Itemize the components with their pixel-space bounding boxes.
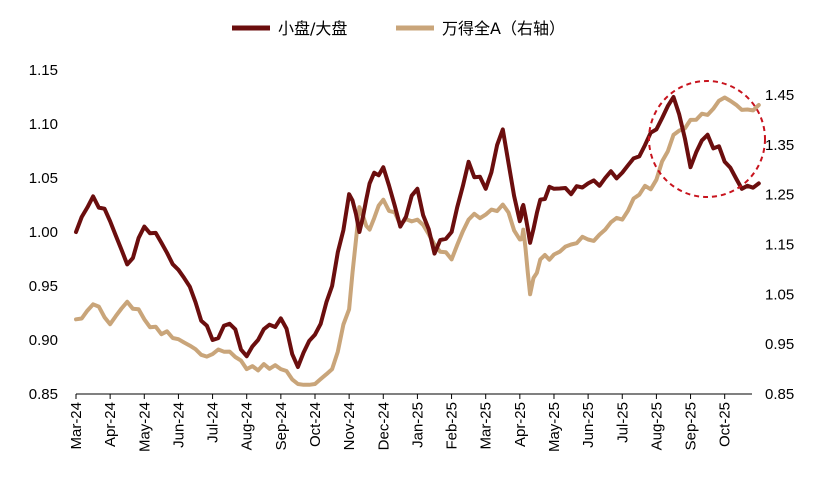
x-tick-label: May-25 [546, 402, 563, 452]
x-tick-label: Apr-25 [512, 402, 529, 447]
x-tick-label: Jul-25 [614, 402, 631, 443]
y-right-tick-label: 1.45 [765, 87, 794, 104]
y-axis-right-ticks: 1.45 1.35 1.25 1.15 1.05 0.95 0.85 [765, 87, 794, 403]
y-left-tick-label: 1.10 [29, 116, 58, 133]
x-tick-label: Oct-25 [717, 402, 734, 447]
highlight-circle [648, 80, 766, 198]
x-tick-label: Nov-24 [341, 402, 358, 450]
x-tick-label: Sep-25 [683, 402, 700, 450]
x-tick-label: Aug-24 [239, 402, 256, 450]
x-tick-label: Mar-24 [68, 402, 85, 450]
x-tick-label: Apr-24 [102, 402, 119, 447]
y-right-tick-label: 1.15 [765, 237, 794, 254]
x-tick-label: Feb-25 [444, 402, 461, 450]
y-right-tick-label: 1.25 [765, 187, 794, 204]
x-tick-label: Jan-25 [409, 402, 426, 448]
y-left-tick-label: 0.90 [29, 332, 58, 349]
y-right-tick-label: 1.35 [765, 137, 794, 154]
y-left-tick-label: 0.95 [29, 278, 58, 295]
x-tick-label: May-24 [136, 402, 153, 452]
y-left-tick-label: 1.00 [29, 224, 58, 241]
y-right-tick-label: 0.85 [765, 386, 794, 403]
x-tick-label: Jun-25 [580, 402, 597, 448]
y-left-tick-label: 1.05 [29, 170, 58, 187]
y-right-tick-label: 0.95 [765, 336, 794, 353]
x-tick-label: Mar-25 [478, 402, 495, 450]
series-wind-a-line [74, 95, 761, 387]
y-right-tick-label: 1.05 [765, 286, 794, 303]
x-axis-ticks: Mar-24 Apr-24 May-24 Jun-24 Jul-24 Aug-24 Sep-… [68, 394, 734, 452]
series-small-large-line [74, 95, 761, 369]
y-left-tick-label: 1.15 [29, 62, 58, 79]
x-tick-label: Oct-24 [307, 402, 324, 447]
x-tick-label: Dec-24 [375, 402, 392, 450]
legend-label-small-large: 小盘/大盘 [278, 19, 347, 38]
x-tick-label: Sep-24 [273, 402, 290, 450]
x-tick-label: Jul-24 [205, 402, 222, 443]
legend-label-wind-a: 万得全A（右轴） [442, 19, 565, 38]
x-tick-label: Aug-25 [648, 402, 665, 450]
y-left-tick-label: 0.85 [29, 386, 58, 403]
y-axis-left-ticks: 1.15 1.10 1.05 1.00 0.95 0.90 0.85 [29, 62, 58, 403]
legend: 小盘/大盘 万得全A（右轴） [232, 19, 565, 38]
x-tick-label: Jun-24 [170, 402, 187, 448]
